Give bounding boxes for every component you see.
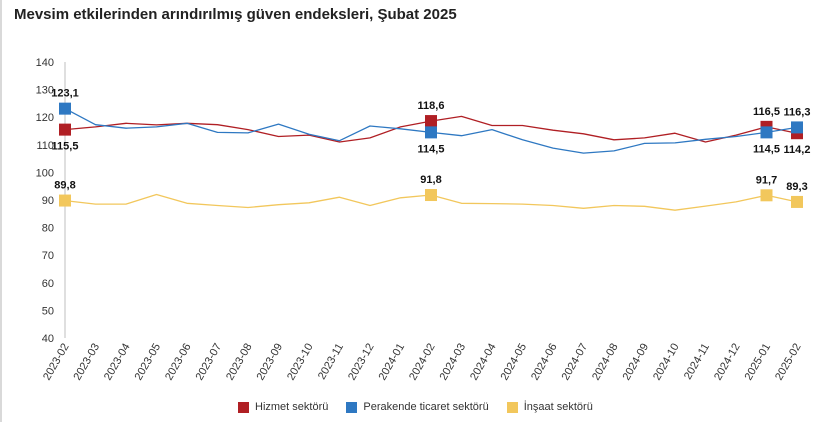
x-tick-label: 2023-05 (133, 342, 164, 383)
data-point-marker (760, 126, 773, 139)
label-layer: 115,5 123,1 89,8 118,6 114,5 91,8 116,5 114,5 91… (51, 88, 810, 193)
legend-label-hizmet: Hizmet sektörü (255, 401, 329, 413)
x-tick-label: 2024-03 (438, 342, 469, 383)
x-tick-label: 2024-01 (377, 342, 408, 383)
chart-title: Mevsim etkilerinden arındırılmış güven e… (14, 6, 457, 23)
data-label: 114,5 (418, 143, 445, 155)
x-tick-label: 2025-02 (773, 342, 804, 383)
x-tick-label: 2023-11 (316, 342, 346, 382)
y-tick-label: 80 (42, 223, 54, 235)
x-tick-label: 2024-07 (560, 342, 591, 383)
data-point-marker (425, 126, 437, 139)
x-tick-label: 2023-09 (255, 342, 286, 383)
legend-swatch-perakende (346, 401, 358, 413)
x-tick-label: 2024-10 (651, 342, 682, 383)
data-point-marker (760, 189, 773, 202)
y-tick-label: 60 (42, 278, 54, 290)
data-label: 118,6 (418, 100, 445, 112)
y-tick-label: 100 (36, 167, 54, 179)
data-point-marker (59, 102, 71, 115)
data-point-marker (791, 195, 803, 208)
y-tick-label: 70 (42, 250, 54, 262)
x-tick-label: 2024-12 (712, 342, 743, 383)
x-tick-label: 2023-04 (102, 342, 133, 383)
x-tick-label: 2023-08 (224, 342, 255, 383)
data-point-marker (425, 189, 437, 202)
x-tick-label: 2023-03 (72, 342, 103, 383)
x-tick-label: 2023-07 (194, 342, 225, 383)
data-label: 116,3 (784, 106, 811, 118)
data-label: 89,3 (786, 181, 807, 193)
data-label: 114,2 (784, 144, 811, 156)
left-border (0, 0, 2, 422)
data-label: 91,8 (420, 174, 441, 186)
legend-item-perakende: Perakende ticaret sektörü (346, 401, 489, 413)
data-label: 123,1 (51, 88, 79, 100)
y-tick-label: 120 (36, 112, 54, 124)
marker-layer (59, 102, 803, 208)
x-tick-label: 2024-06 (529, 342, 560, 383)
x-tick-label: 2024-11 (682, 342, 712, 382)
x-tick-label: 2023-10 (285, 342, 316, 383)
x-tick-label: 2023-02 (41, 342, 72, 383)
legend-swatch-hizmet (238, 401, 249, 413)
x-tick-label: 2025-01 (743, 342, 774, 383)
data-point-marker (59, 123, 71, 136)
x-tick-label: 2024-02 (407, 342, 438, 383)
x-tick-label: 2024-08 (590, 342, 621, 383)
y-tick-label: 140 (36, 57, 54, 69)
data-point-marker (791, 121, 803, 134)
x-tick-label: 2024-09 (621, 342, 652, 383)
legend-label-insaat: İnşaat sektörü (523, 401, 593, 413)
y-tick-label: 90 (42, 195, 54, 207)
y-tick-label: 40 (42, 333, 54, 345)
y-tick-label: 110 (36, 140, 54, 152)
data-point-marker (425, 115, 437, 128)
legend-item-hizmet: Hizmet sektörü (238, 401, 328, 413)
legend: Hizmet sektörü Perakende ticaret sektörü… (238, 401, 593, 413)
legend-swatch-insaat (506, 401, 518, 413)
x-tick-label: 2023-06 (163, 342, 194, 383)
x-tick-label: 2024-04 (468, 342, 499, 383)
data-label: 116,5 (753, 106, 780, 118)
data-label: 91,7 (756, 174, 777, 186)
y-tick-label: 130 (36, 85, 54, 97)
x-tick-label: 2024-05 (499, 342, 530, 383)
legend-item-insaat: İnşaat sektörü (506, 401, 593, 413)
data-point-marker (59, 194, 71, 207)
data-label: 89,8 (54, 180, 75, 192)
legend-label-perakende: Perakende ticaret sektörü (363, 401, 489, 413)
x-tick-label: 2023-12 (346, 342, 377, 383)
data-label: 115,5 (52, 141, 79, 153)
y-tick-label: 50 (42, 305, 54, 317)
data-label: 114,5 (753, 143, 780, 155)
